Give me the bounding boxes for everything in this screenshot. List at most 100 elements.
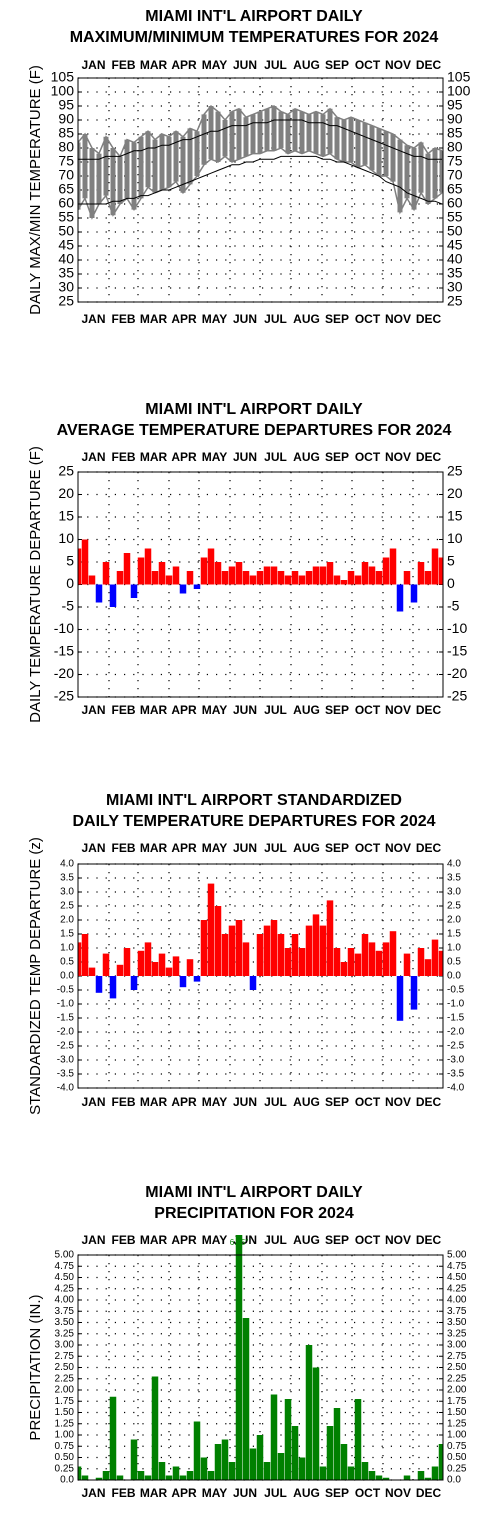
y-tick-label: -0.5 (57, 985, 75, 996)
bar (109, 976, 117, 999)
y-tick-label: -1.5 (57, 1013, 75, 1024)
bar (438, 1444, 443, 1480)
bar (186, 959, 194, 976)
bar (256, 571, 264, 585)
plot-frame (77, 1254, 444, 1481)
month-label: NOV (385, 841, 411, 855)
y-tick-label: 35 (447, 265, 463, 281)
y-tick-label: 4.50 (447, 1272, 467, 1283)
month-label: JAN (81, 1095, 105, 1109)
month-label: SEP (325, 450, 349, 464)
y-tick-label: 105 (51, 69, 75, 85)
y-tick-label: 1.75 (55, 1396, 75, 1407)
month-label: FEB (112, 1233, 136, 1247)
bar (116, 571, 124, 585)
bar (235, 1235, 243, 1480)
y-tick-label: -4.0 (447, 1083, 465, 1094)
bar (207, 548, 215, 585)
bar (361, 562, 369, 585)
chart: MIAMI INT'L AIRPORT STANDARDIZED DAILY TE… (27, 792, 465, 1115)
month-label: MAY (202, 703, 228, 717)
month-label: JUN (233, 841, 257, 855)
y-tick-label: 2.75 (55, 1351, 75, 1362)
y-tick-label: 0.0 (60, 1475, 74, 1486)
month-label: APR (171, 58, 197, 72)
bar (305, 1345, 313, 1480)
month-label: MAY (202, 312, 228, 326)
y-tick-label: 3.50 (55, 1317, 75, 1328)
y-tick-label: 0.0 (447, 1475, 461, 1486)
month-label: NOV (385, 58, 411, 72)
y-tick-label: 4.75 (447, 1261, 467, 1272)
y-tick-label: 25 (58, 463, 74, 479)
month-label: DEC (416, 1233, 442, 1247)
bar (165, 575, 173, 585)
month-label: JAN (81, 1233, 105, 1247)
bar (249, 575, 257, 585)
y-tick-label: 2.00 (55, 1385, 75, 1396)
bar (179, 584, 187, 594)
month-label: FEB (112, 312, 136, 326)
y-tick-label: 4.25 (55, 1283, 75, 1294)
y-tick-label: 1.5 (447, 929, 461, 940)
bar (312, 914, 320, 976)
bar (438, 557, 443, 585)
y-tick-label: 20 (447, 485, 463, 501)
chart: MIAMI INT'L AIRPORT DAILY AVERAGE TEMPERA… (27, 401, 467, 723)
bar (214, 906, 222, 976)
bar (438, 950, 443, 976)
bar (284, 948, 292, 976)
month-label: MAY (202, 1233, 228, 1247)
bar (165, 967, 173, 976)
bar (347, 948, 355, 976)
bar (186, 1471, 194, 1480)
bar (144, 548, 152, 585)
month-label: AUG (293, 841, 320, 855)
bar (263, 566, 271, 585)
bar (116, 964, 124, 976)
y-tick-label: 2.50 (55, 1362, 75, 1373)
y-tick-label: 3.5 (60, 873, 74, 884)
bar (228, 1462, 236, 1480)
bar (172, 566, 180, 585)
month-label: FEB (112, 1095, 136, 1109)
y-tick-label: 1.5 (60, 929, 74, 940)
month-label: MAY (202, 450, 228, 464)
month-label: MAR (140, 1095, 168, 1109)
y-tick-label: 2.00 (447, 1385, 467, 1396)
bar (165, 1475, 173, 1480)
plot-frame (77, 863, 444, 1089)
plot-area (78, 104, 443, 220)
y-tick-label: 1.50 (55, 1407, 75, 1418)
bar (123, 553, 131, 585)
y-tick-label: 0.5 (60, 957, 74, 968)
month-label: APR (171, 450, 197, 464)
month-label: NOV (385, 312, 411, 326)
month-label: FEB (112, 450, 136, 464)
bar (242, 942, 250, 976)
y-tick-label: 2.25 (447, 1373, 467, 1384)
month-label: APR (171, 1095, 197, 1109)
y-tick-label: -10 (54, 620, 74, 636)
bar (81, 1475, 89, 1480)
y-tick-label: 0 (66, 575, 74, 591)
bar (305, 925, 313, 976)
month-label: AUG (293, 58, 320, 72)
y-tick-label: 2.0 (447, 915, 461, 926)
month-label: MAR (140, 312, 168, 326)
bar (221, 934, 229, 976)
y-tick-label: -2.0 (57, 1027, 75, 1038)
bar (368, 942, 376, 976)
y-tick-label: 3.0 (447, 887, 461, 898)
month-label: AUG (293, 703, 320, 717)
bar (78, 1466, 82, 1480)
y-tick-label: -2.0 (447, 1027, 465, 1038)
month-label: MAY (202, 1486, 228, 1500)
y-tick-label: 50 (58, 223, 74, 239)
bar (403, 953, 411, 976)
y-tick-label: 55 (447, 209, 463, 225)
month-label: JUL (264, 312, 287, 326)
bar (424, 959, 432, 976)
month-label: MAR (140, 58, 168, 72)
month-label: SEP (325, 312, 349, 326)
